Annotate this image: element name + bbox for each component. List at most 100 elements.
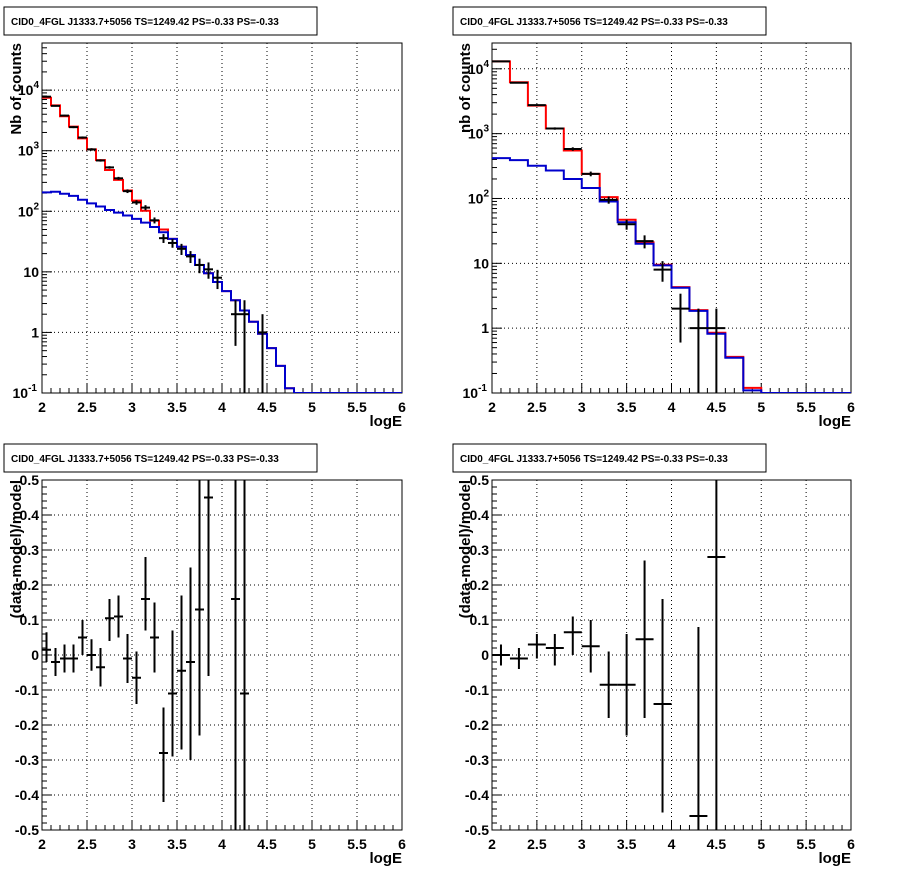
- data-point: [114, 176, 123, 180]
- data-point: [509, 81, 528, 84]
- x-axis-title: logE: [819, 413, 852, 430]
- data-point: [563, 616, 582, 655]
- plot-area: [42, 95, 402, 393]
- x-tick-label: 3: [578, 836, 586, 852]
- data-point: [87, 148, 96, 151]
- x-tick-label: 4: [218, 399, 226, 415]
- y-tick-label: 0.1: [470, 612, 490, 628]
- data-point: [51, 648, 60, 676]
- y-axis-title: (data-model)/model: [457, 480, 474, 618]
- x-axis: 2 2.5 3 3.5 4 4.5 5 5.5 6: [38, 820, 406, 852]
- y-tick-label: 0.4: [20, 507, 40, 523]
- plot-title-box: [452, 443, 767, 473]
- y-tick-label: 103: [468, 124, 490, 142]
- x-tick-label: 3: [578, 399, 586, 415]
- x-tick-label: 6: [398, 399, 406, 415]
- y-tick-label: 0.3: [20, 542, 40, 558]
- y-tick-label: -0.1: [465, 682, 489, 698]
- data-point: [123, 634, 132, 683]
- data-point: [545, 127, 564, 130]
- y-tick-label: 0.4: [470, 507, 490, 523]
- y-axis: -0.5 -0.4 -0.3 -0.2 -0.1 0 0.1 0.2 0.3 0.4 0.5: [15, 472, 52, 838]
- data-point: [132, 200, 141, 205]
- plot-area: [492, 60, 851, 393]
- data-point: [231, 300, 240, 346]
- x-axis-title: logE: [819, 850, 852, 867]
- data-point: [492, 644, 510, 666]
- y-tick-label: 0.2: [20, 577, 40, 593]
- counts-plot-all-bins: CID0_4FGL J1333.7+5056 TS=1249.42 PS=-0.…: [3, 6, 406, 430]
- data-point: [689, 308, 708, 393]
- grid: [42, 480, 402, 830]
- y-tick-label: -0.4: [15, 787, 39, 803]
- y-tick-label: -0.2: [15, 717, 39, 733]
- data-point: [186, 567, 195, 760]
- y-tick-label: 0: [31, 647, 39, 663]
- total-model-line: [42, 96, 402, 393]
- data-point: [42, 95, 51, 98]
- x-tick-label: 4.5: [257, 399, 277, 415]
- data-point: [492, 60, 510, 63]
- x-tick-label: 5.5: [796, 836, 816, 852]
- y-tick-label: 10: [473, 255, 489, 271]
- data-point: [60, 114, 69, 117]
- data-point: [581, 620, 600, 673]
- data-point: [78, 136, 87, 139]
- x-tick-label: 6: [398, 836, 406, 852]
- x-tick-label: 4: [668, 836, 676, 852]
- x-tick-label: 4: [668, 399, 676, 415]
- data-point: [87, 639, 96, 671]
- residual-plot-coarse-bins: CID0_4FGL J1333.7+5056 TS=1249.42 PS=-0.…: [452, 443, 855, 867]
- source-model-line: [42, 190, 402, 393]
- data-point: [78, 620, 87, 655]
- counts-plot-coarse-bins: CID0_4FGL J1333.7+5056 TS=1249.42 PS=-0.…: [452, 6, 855, 430]
- y-tick-label: -0.2: [465, 717, 489, 733]
- x-tick-label: 3: [128, 836, 136, 852]
- data-point: [123, 189, 132, 194]
- data-point: [563, 147, 582, 151]
- data-point: [240, 480, 249, 830]
- data-point: [653, 261, 672, 282]
- data-point: [635, 560, 654, 718]
- x-tick-label: 3.5: [617, 836, 637, 852]
- data-point: [707, 308, 726, 393]
- plot-title-text: CID0_4FGL J1333.7+5056 TS=1249.42 PS=-0.…: [11, 17, 279, 28]
- data-point: [635, 235, 654, 249]
- x-tick-label: 2: [38, 836, 46, 852]
- data-point: [60, 644, 69, 673]
- x-tick-label: 3.5: [617, 399, 637, 415]
- data-point: [159, 707, 168, 802]
- y-tick-label: 102: [468, 188, 490, 206]
- x-axis: 2 2.5 3 3.5 4 4.5 5 5.5 6: [488, 383, 855, 415]
- plot-title-box: [452, 6, 767, 36]
- y-axis-title: nb of counts: [457, 43, 474, 133]
- data-point: [105, 166, 114, 169]
- y-tick-label: -0.5: [465, 822, 489, 838]
- y-axis-title: (data-model)/model: [8, 480, 25, 618]
- data-point: [527, 634, 546, 659]
- data-point: [141, 557, 150, 631]
- plot-title: CID0_4FGL J1333.7+5056 TS=1249.42 PS=-0.…: [452, 6, 767, 36]
- y-tick-label: -0.5: [15, 822, 39, 838]
- y-tick-label: 10-1: [13, 383, 38, 401]
- x-tick-label: 3: [128, 399, 136, 415]
- x-tick-label: 2: [488, 836, 496, 852]
- y-tick-label: 104: [468, 59, 490, 77]
- y-axis: 10-1 1 10 102 103 104: [463, 48, 502, 401]
- x-axis: 2 2.5 3 3.5 4 4.5 5 5.5 6: [488, 820, 855, 852]
- grid: [492, 480, 851, 830]
- y-axis-title: Nb of counts: [8, 43, 25, 135]
- data-point: [509, 648, 528, 669]
- x-axis-title: logE: [370, 413, 403, 430]
- y-tick-label: 1: [481, 320, 489, 336]
- x-tick-label: 5: [308, 836, 316, 852]
- data-point: [258, 314, 267, 393]
- x-tick-label: 5: [757, 836, 765, 852]
- plot-title: CID0_4FGL J1333.7+5056 TS=1249.42 PS=-0.…: [452, 443, 767, 473]
- y-tick-label: 10-1: [463, 383, 488, 401]
- plot-area: [492, 480, 726, 830]
- plot-title-box: [3, 6, 318, 36]
- y-tick-label: -0.3: [15, 752, 39, 768]
- x-tick-label: 4.5: [707, 399, 727, 415]
